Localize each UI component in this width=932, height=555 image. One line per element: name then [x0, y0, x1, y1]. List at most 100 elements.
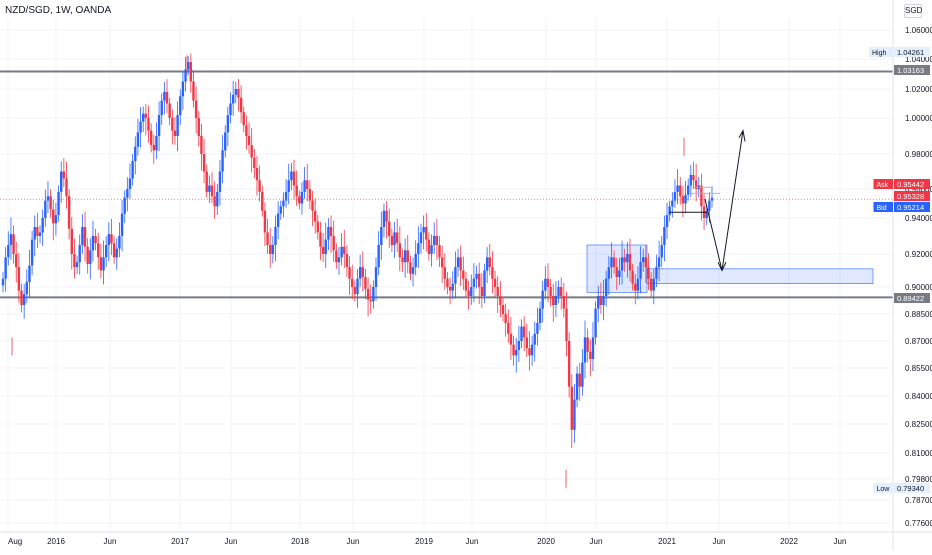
price-tag-value: 0.95442: [897, 180, 924, 189]
candle-body: [20, 290, 23, 305]
price-tag-value: 1.04261: [897, 48, 924, 57]
price-axis[interactable]: 1.06000 1.04000 1.02000 1.00000 0.98000 0.960…: [892, 0, 932, 550]
price-tag-label-bg: [873, 202, 893, 212]
candle-body: [594, 308, 597, 338]
candle-body: [75, 262, 79, 268]
candle-body: [192, 81, 195, 101]
candle-body: [686, 185, 690, 195]
candle-body: [49, 196, 52, 210]
candle-body: [634, 283, 637, 291]
candle-body: [290, 171, 293, 181]
candle-body: [131, 161, 134, 179]
price-tag-label: Low: [877, 486, 891, 493]
candle-body: [313, 210, 317, 222]
retest-zone-box[interactable]: [646, 268, 874, 285]
x-tick-label: Jun: [225, 537, 238, 546]
candle-body: [284, 191, 288, 201]
projection-polyline[interactable]: [704, 130, 744, 271]
candle-body: [369, 299, 372, 302]
candle-body: [652, 278, 655, 291]
candle-body: [4, 257, 7, 279]
candle-body: [94, 236, 97, 244]
candle-body: [440, 257, 444, 268]
x-tick-label: Jun: [834, 537, 847, 546]
x-tick-label: Jun: [347, 537, 360, 546]
candle-body: [12, 234, 15, 254]
candle-body: [477, 273, 481, 287]
candle-body: [589, 351, 592, 359]
candle-body: [295, 185, 298, 197]
candle-body: [181, 81, 185, 97]
candle-body: [581, 362, 584, 387]
candle-body: [128, 178, 132, 189]
price-tag-value: 0.89422: [897, 294, 924, 303]
candle-body: [395, 232, 399, 244]
candle-body: [570, 386, 573, 430]
candle-body: [684, 194, 687, 204]
candle-body: [165, 91, 169, 104]
candle-body: [329, 227, 333, 236]
candle-body: [213, 196, 216, 207]
price-tag-value: 0.95328: [897, 192, 924, 201]
candle-body: [353, 287, 357, 295]
price-tag-label-bg: [873, 179, 893, 189]
candle-body: [708, 200, 711, 211]
candle-body: [398, 243, 402, 258]
candle-body: [612, 257, 616, 268]
candle-body: [231, 94, 235, 104]
x-tick-label: 2021: [658, 537, 676, 546]
candle-body: [528, 348, 531, 356]
candle-body: [446, 278, 449, 287]
candle-body: [382, 210, 386, 227]
candle-body: [488, 257, 491, 268]
candle-body: [565, 308, 568, 341]
candle-body: [377, 245, 380, 268]
candle-body: [250, 145, 253, 158]
candle-body: [665, 215, 669, 227]
candle-body: [541, 290, 544, 309]
candle-body: [186, 62, 190, 70]
candle-body: [202, 154, 206, 172]
candle-body: [152, 145, 155, 151]
candle-body: [631, 270, 634, 284]
candle-body: [303, 180, 306, 192]
price-tags: High 1.04261 1.03163 Ask 0.95442 0.95328 Bid 0.…: [869, 47, 930, 493]
candle-body: [9, 234, 13, 245]
candle-body: [335, 250, 338, 263]
candle-body: [536, 323, 539, 334]
candle-body: [104, 245, 108, 258]
candle-body: [403, 250, 407, 263]
horizontal-levels[interactable]: [0, 70, 893, 299]
candle-body: [467, 290, 470, 296]
candle-body: [374, 267, 378, 287]
candle-body: [139, 121, 142, 133]
candle-body: [636, 278, 640, 291]
candle-body: [459, 257, 462, 271]
candle-body: [345, 254, 349, 268]
projection-path[interactable]: [669, 129, 746, 272]
candle-body: [65, 178, 68, 197]
candle-body: [451, 283, 454, 291]
candle-body: [197, 118, 200, 136]
candle-body: [512, 344, 515, 356]
candle-body: [470, 287, 473, 296]
candle-body: [160, 100, 163, 116]
candle-body: [567, 341, 571, 387]
candle-body: [17, 267, 21, 291]
candle-body: [501, 305, 505, 314]
candle-body: [118, 236, 121, 249]
grid-lines: [0, 18, 893, 530]
candle-body: [504, 314, 507, 323]
candle-body: [255, 168, 259, 181]
time-axis[interactable]: Aug 2016 Jun 2017 Jun 2018 Jun 2019 Jun 2020 Jun 20…: [0, 531, 932, 546]
candle-body: [224, 132, 227, 151]
candle-body: [694, 180, 698, 189]
candle-body: [57, 191, 60, 216]
price-tag-label-bg: [869, 47, 893, 57]
candle-body: [147, 118, 150, 131]
currency-button[interactable]: SGD: [904, 4, 922, 18]
candle-body: [157, 115, 161, 136]
price-tag-value: 0.95214: [897, 203, 924, 212]
